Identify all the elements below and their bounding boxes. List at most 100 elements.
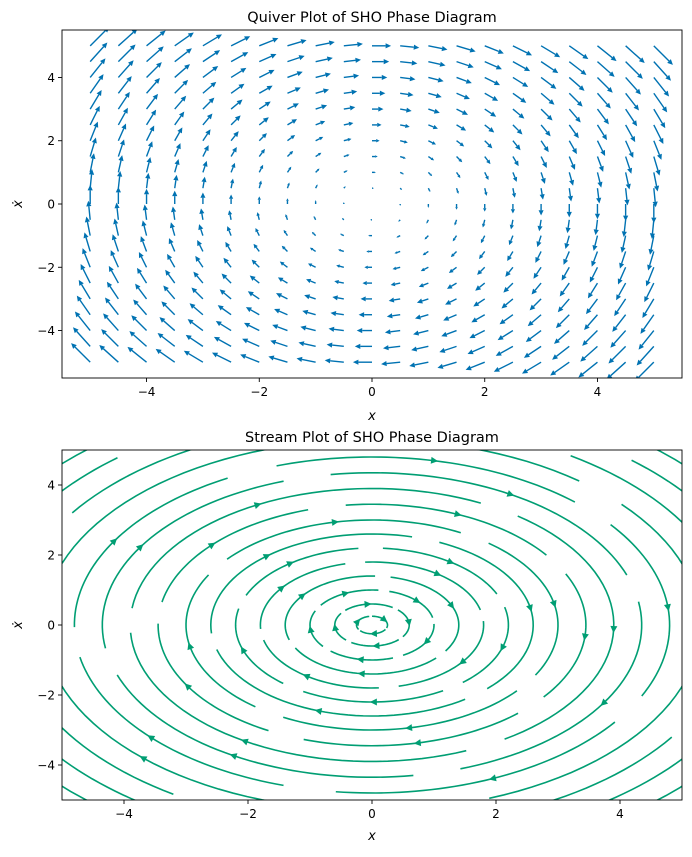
quiver-arrow (422, 250, 429, 256)
quiver-arrow (372, 74, 388, 81)
quiver-arrow (257, 196, 261, 204)
stream-arrowhead (600, 698, 609, 706)
quiver-arrow (653, 77, 670, 97)
quiver-arrow (200, 192, 206, 204)
stream-line (131, 487, 482, 609)
quiver-arrow (456, 108, 469, 115)
quiver-arrow (135, 283, 148, 300)
quiver-arrow (145, 109, 157, 126)
quiver-arrow (287, 55, 305, 63)
quiver-arrow (536, 235, 542, 248)
quiver-arrow (145, 157, 152, 173)
quiver-arrow (343, 121, 354, 126)
stream-line (382, 547, 498, 595)
stream-arrowhead (356, 656, 364, 664)
quiver-arrow (400, 140, 408, 144)
quiver-arrow (89, 74, 104, 94)
quiver-arrow (507, 251, 514, 262)
quiver-arrow (287, 134, 296, 142)
quiver-arrow (467, 345, 486, 355)
quiver-arrow (503, 282, 514, 293)
quiver-arrow (455, 187, 459, 194)
quiver-arrow (557, 298, 570, 313)
quiver-arrow (428, 140, 437, 145)
quiver-arrow (106, 281, 119, 300)
quiver-arrow (117, 123, 127, 142)
stream-arrowhead (526, 604, 533, 612)
quiver-arrow (642, 298, 655, 319)
quiver-arrow (174, 79, 189, 94)
quiver-arrow (71, 343, 91, 363)
quiver-arrow (585, 298, 599, 315)
stream-arrowhead (357, 670, 365, 678)
stream-line (607, 758, 682, 800)
quiver-arrow (328, 326, 344, 332)
quiver-arrow (343, 105, 356, 111)
quiver-arrow (400, 107, 412, 113)
quiver-arrow (187, 319, 204, 332)
quiver-arrow (399, 204, 401, 206)
quiver-arrow (616, 282, 627, 301)
quiver-arrow (620, 235, 627, 253)
quiver-arrow (302, 309, 316, 316)
quiver-arrow (484, 188, 488, 196)
quiver-arrow (88, 169, 95, 189)
quiver-ytick-label: 0 (47, 198, 55, 212)
quiver-arrow (165, 269, 176, 284)
quiver-arrow (465, 361, 485, 371)
quiver-arrow (145, 141, 153, 157)
quiver-arrow (413, 329, 429, 336)
stream-line (157, 623, 269, 732)
quiver-arrow (343, 137, 352, 142)
quiver-arrow (157, 332, 176, 347)
quiver-arrow (76, 295, 91, 316)
quiver-arrow (140, 236, 148, 252)
quiver-arrow (559, 282, 570, 297)
quiver-arrow (540, 45, 561, 58)
quiver-arrow (283, 229, 289, 237)
quiver-arrow (227, 210, 233, 220)
stream-arrowhead (341, 590, 350, 598)
quiver-arrow (456, 92, 470, 100)
stream-line (284, 575, 376, 641)
quiver-arrow (456, 76, 472, 84)
quiver-arrow (314, 200, 317, 204)
quiver-arrow (217, 305, 232, 316)
stream-xtick-label: −4 (115, 807, 133, 821)
quiver-arrow (131, 315, 148, 332)
quiver-arrow (568, 45, 589, 60)
quiver-arrow (258, 180, 263, 189)
quiver-arrow (315, 40, 335, 47)
quiver-arrow (625, 76, 641, 95)
quiver-arrow (193, 271, 204, 284)
quiver-arrow (247, 291, 260, 300)
stream-line (73, 477, 228, 628)
quiver-ytick-label: 4 (47, 71, 55, 85)
stream-line (390, 576, 460, 652)
quiver-arrow (456, 45, 476, 53)
quiver-arrow (625, 45, 645, 64)
quiver-arrow (372, 90, 386, 96)
quiver-arrow (596, 124, 608, 141)
quiver-arrow (304, 294, 316, 300)
quiver-arrow (614, 298, 627, 317)
quiver-arrow (552, 345, 570, 360)
quiver-arrow (537, 219, 543, 232)
quiver-arrow (242, 338, 260, 348)
quiver-arrow (540, 108, 553, 121)
stream-arrowhead (446, 557, 455, 565)
quiver-arrow (228, 194, 234, 204)
quiver-arrow (136, 267, 148, 284)
quiver-arrow (591, 251, 599, 267)
quiver-arrow (372, 155, 378, 158)
stream-ticks: −4 −2 0 2 4 −4 −2 0 2 4 (37, 479, 624, 822)
quiver-arrow (473, 298, 486, 307)
quiver-arrow (354, 343, 372, 349)
stream-line (345, 503, 547, 556)
quiver-arrow (584, 314, 598, 331)
quiver-arrow (258, 164, 264, 173)
quiver-arrow (539, 188, 545, 200)
quiver-arrow (89, 42, 108, 63)
quiver-arrow (372, 139, 380, 143)
quiver-arrow (400, 91, 414, 97)
